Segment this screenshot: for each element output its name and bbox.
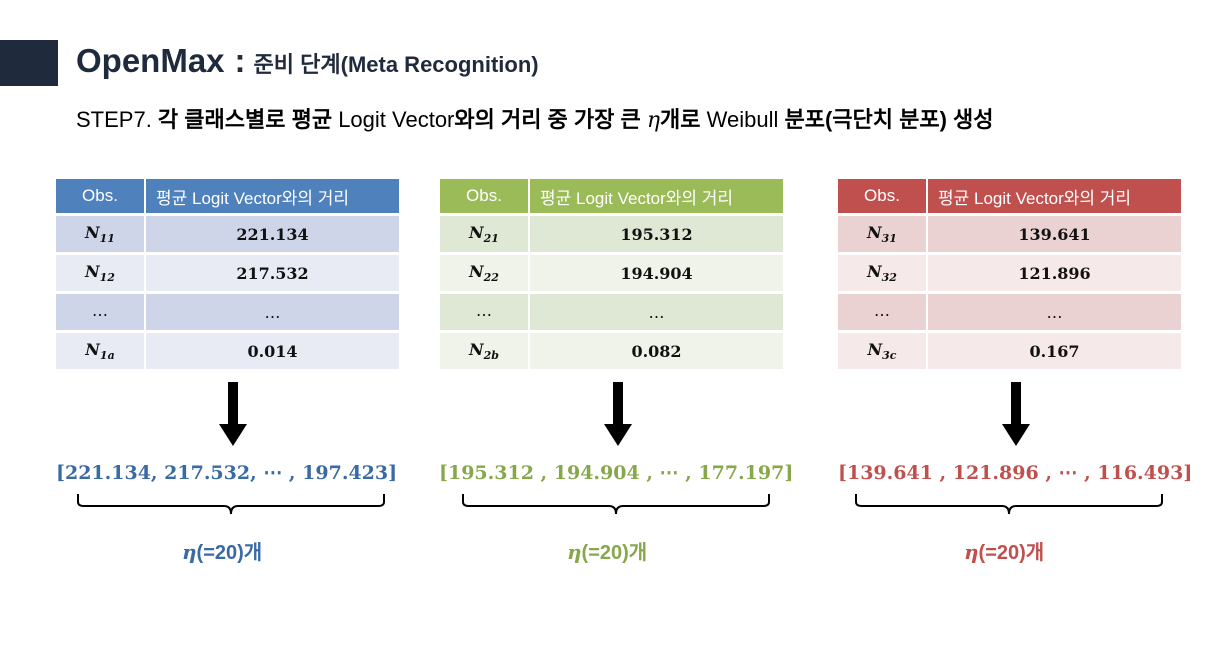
table-row: N11 221.134 (56, 216, 399, 252)
curly-brace-icon (77, 494, 385, 515)
column-header-distance: 평균 Logit Vector와의 거리 (928, 179, 1181, 213)
distance-cell: 194.904 (530, 255, 783, 291)
step-part2: Logit Vector (338, 107, 455, 132)
table-row: N21 195.312 (440, 216, 783, 252)
obs-cell: … (56, 294, 146, 330)
obs-cell: N22 (440, 255, 530, 291)
obs-cell: N1a (56, 333, 146, 369)
title-colon: : (234, 42, 246, 79)
top-eta-vector-class3: [139.641 , 121.896 , ⋯ , 116.493] (838, 462, 1193, 484)
eta-count-class3: η(=20)개 (964, 540, 1045, 564)
column-header-obs: Obs. (56, 179, 146, 213)
distance-cell: 0.082 (530, 333, 783, 369)
column-header-obs: Obs. (838, 179, 928, 213)
distance-table-class3: Obs. 평균 Logit Vector와의 거리 N31 139.641 N3… (838, 176, 1181, 372)
step-part5: Weibull (706, 107, 779, 132)
step-description: STEP7. 각 클래스별로 평균 Logit Vector와의 거리 중 가장… (76, 102, 994, 134)
obs-cell: N32 (838, 255, 928, 291)
table-row: … … (56, 294, 399, 330)
obs-cell: N3c (838, 333, 928, 369)
title-main: OpenMax (76, 42, 225, 79)
step-part3: 와의 거리 중 가장 큰 (454, 107, 647, 132)
eta-count-class1: η(=20)개 (182, 540, 263, 564)
column-header-distance: 평균 Logit Vector와의 거리 (530, 179, 783, 213)
table-row: N22 194.904 (440, 255, 783, 291)
distance-cell: … (928, 294, 1181, 330)
distance-cell: … (146, 294, 399, 330)
down-arrow-icon (219, 382, 247, 446)
obs-cell: N21 (440, 216, 530, 252)
down-arrow-icon (604, 382, 632, 446)
table-row: … … (838, 294, 1181, 330)
obs-cell: N11 (56, 216, 146, 252)
distance-table-class1: Obs. 평균 Logit Vector와의 거리 N11 221.134 N1… (56, 176, 399, 372)
table-row: N12 217.532 (56, 255, 399, 291)
step-eta: η (646, 108, 661, 133)
table-row: N1a 0.014 (56, 333, 399, 369)
distance-cell: … (530, 294, 783, 330)
obs-cell: N31 (838, 216, 928, 252)
distance-cell: 139.641 (928, 216, 1181, 252)
obs-cell: … (440, 294, 530, 330)
top-eta-vector-class1: [221.134, 217.532, ⋯ , 197.423] (56, 462, 398, 484)
step-part4: 개로 (660, 107, 707, 132)
step-prefix: STEP7. (76, 107, 152, 132)
curly-brace-icon (855, 494, 1163, 515)
title-accent-bar (0, 40, 58, 86)
distance-cell: 195.312 (530, 216, 783, 252)
distance-cell: 217.532 (146, 255, 399, 291)
table-row: … … (440, 294, 783, 330)
distance-cell: 121.896 (928, 255, 1181, 291)
curly-brace-icon (462, 494, 770, 515)
table-row: N2b 0.082 (440, 333, 783, 369)
title-subtitle: 준비 단계(Meta Recognition) (253, 52, 539, 77)
column-header-distance: 평균 Logit Vector와의 거리 (146, 179, 399, 213)
table-row: N31 139.641 (838, 216, 1181, 252)
column-header-obs: Obs. (440, 179, 530, 213)
obs-cell: N2b (440, 333, 530, 369)
distance-table-class2: Obs. 평균 Logit Vector와의 거리 N21 195.312 N2… (440, 176, 783, 372)
table-row: N3c 0.167 (838, 333, 1181, 369)
top-eta-vector-class2: [195.312 , 194.904 , ⋯ , 177.197] (439, 462, 794, 484)
distance-cell: 0.014 (146, 333, 399, 369)
step-part6: 분포(극단치 분포) 생성 (778, 107, 994, 132)
obs-cell: … (838, 294, 928, 330)
page-title: OpenMax: 준비 단계(Meta Recognition) (76, 42, 539, 80)
distance-cell: 221.134 (146, 216, 399, 252)
step-part1: 각 클래스별로 평균 (151, 107, 339, 132)
obs-cell: N12 (56, 255, 146, 291)
distance-cell: 0.167 (928, 333, 1181, 369)
table-row: N32 121.896 (838, 255, 1181, 291)
down-arrow-icon (1002, 382, 1030, 446)
eta-count-class2: η(=20)개 (567, 540, 648, 564)
